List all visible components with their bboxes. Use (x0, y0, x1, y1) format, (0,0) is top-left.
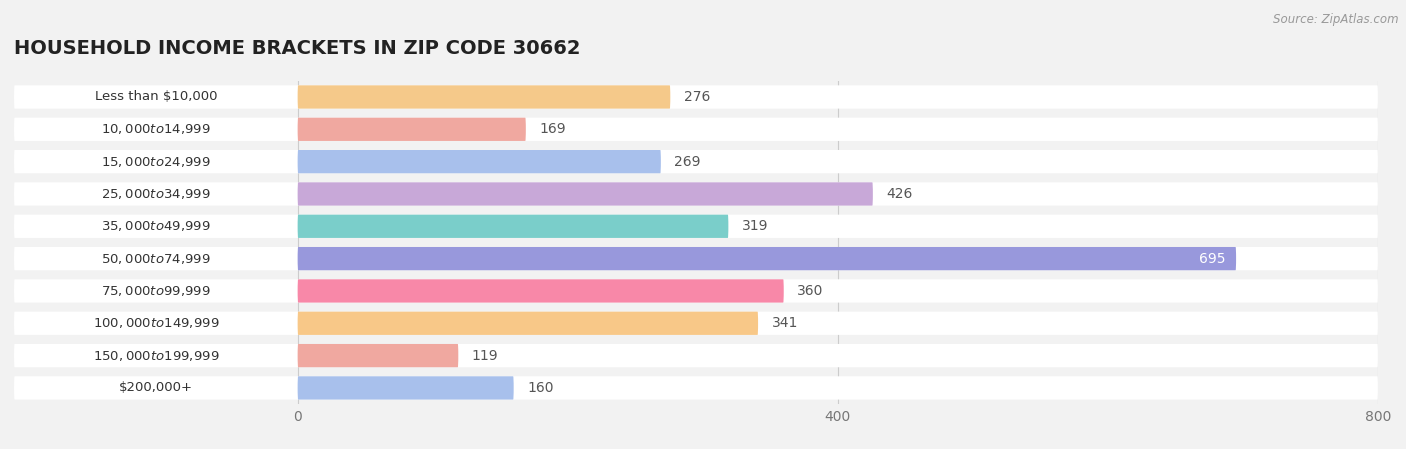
Text: $25,000 to $34,999: $25,000 to $34,999 (101, 187, 211, 201)
Text: 319: 319 (742, 219, 769, 233)
FancyBboxPatch shape (298, 312, 758, 335)
Text: 341: 341 (772, 316, 799, 330)
Text: $150,000 to $199,999: $150,000 to $199,999 (93, 348, 219, 363)
Text: Less than $10,000: Less than $10,000 (94, 91, 217, 103)
Text: Source: ZipAtlas.com: Source: ZipAtlas.com (1274, 13, 1399, 26)
FancyBboxPatch shape (14, 247, 1378, 270)
FancyBboxPatch shape (298, 182, 873, 206)
FancyBboxPatch shape (298, 247, 1236, 270)
Text: $15,000 to $24,999: $15,000 to $24,999 (101, 154, 211, 169)
Text: 169: 169 (540, 122, 567, 136)
FancyBboxPatch shape (298, 118, 526, 141)
FancyBboxPatch shape (14, 376, 1378, 400)
FancyBboxPatch shape (298, 215, 728, 238)
Text: 426: 426 (886, 187, 912, 201)
Text: 360: 360 (797, 284, 824, 298)
FancyBboxPatch shape (14, 312, 1378, 335)
Text: $75,000 to $99,999: $75,000 to $99,999 (101, 284, 211, 298)
Text: 160: 160 (527, 381, 554, 395)
FancyBboxPatch shape (14, 215, 1378, 238)
FancyBboxPatch shape (14, 344, 1378, 367)
FancyBboxPatch shape (298, 150, 661, 173)
Text: 119: 119 (472, 348, 499, 363)
Text: 695: 695 (1199, 251, 1225, 266)
FancyBboxPatch shape (14, 182, 1378, 206)
FancyBboxPatch shape (14, 279, 1378, 303)
Text: $10,000 to $14,999: $10,000 to $14,999 (101, 122, 211, 136)
FancyBboxPatch shape (14, 118, 1378, 141)
FancyBboxPatch shape (14, 85, 1378, 109)
FancyBboxPatch shape (298, 376, 513, 400)
FancyBboxPatch shape (298, 344, 458, 367)
FancyBboxPatch shape (298, 85, 671, 109)
Text: $35,000 to $49,999: $35,000 to $49,999 (101, 219, 211, 233)
Text: $100,000 to $149,999: $100,000 to $149,999 (93, 316, 219, 330)
Text: 276: 276 (683, 90, 710, 104)
Text: 269: 269 (675, 154, 700, 169)
FancyBboxPatch shape (14, 150, 1378, 173)
FancyBboxPatch shape (298, 279, 783, 303)
Text: $200,000+: $200,000+ (120, 382, 193, 394)
Text: HOUSEHOLD INCOME BRACKETS IN ZIP CODE 30662: HOUSEHOLD INCOME BRACKETS IN ZIP CODE 30… (14, 39, 581, 58)
Text: $50,000 to $74,999: $50,000 to $74,999 (101, 251, 211, 266)
